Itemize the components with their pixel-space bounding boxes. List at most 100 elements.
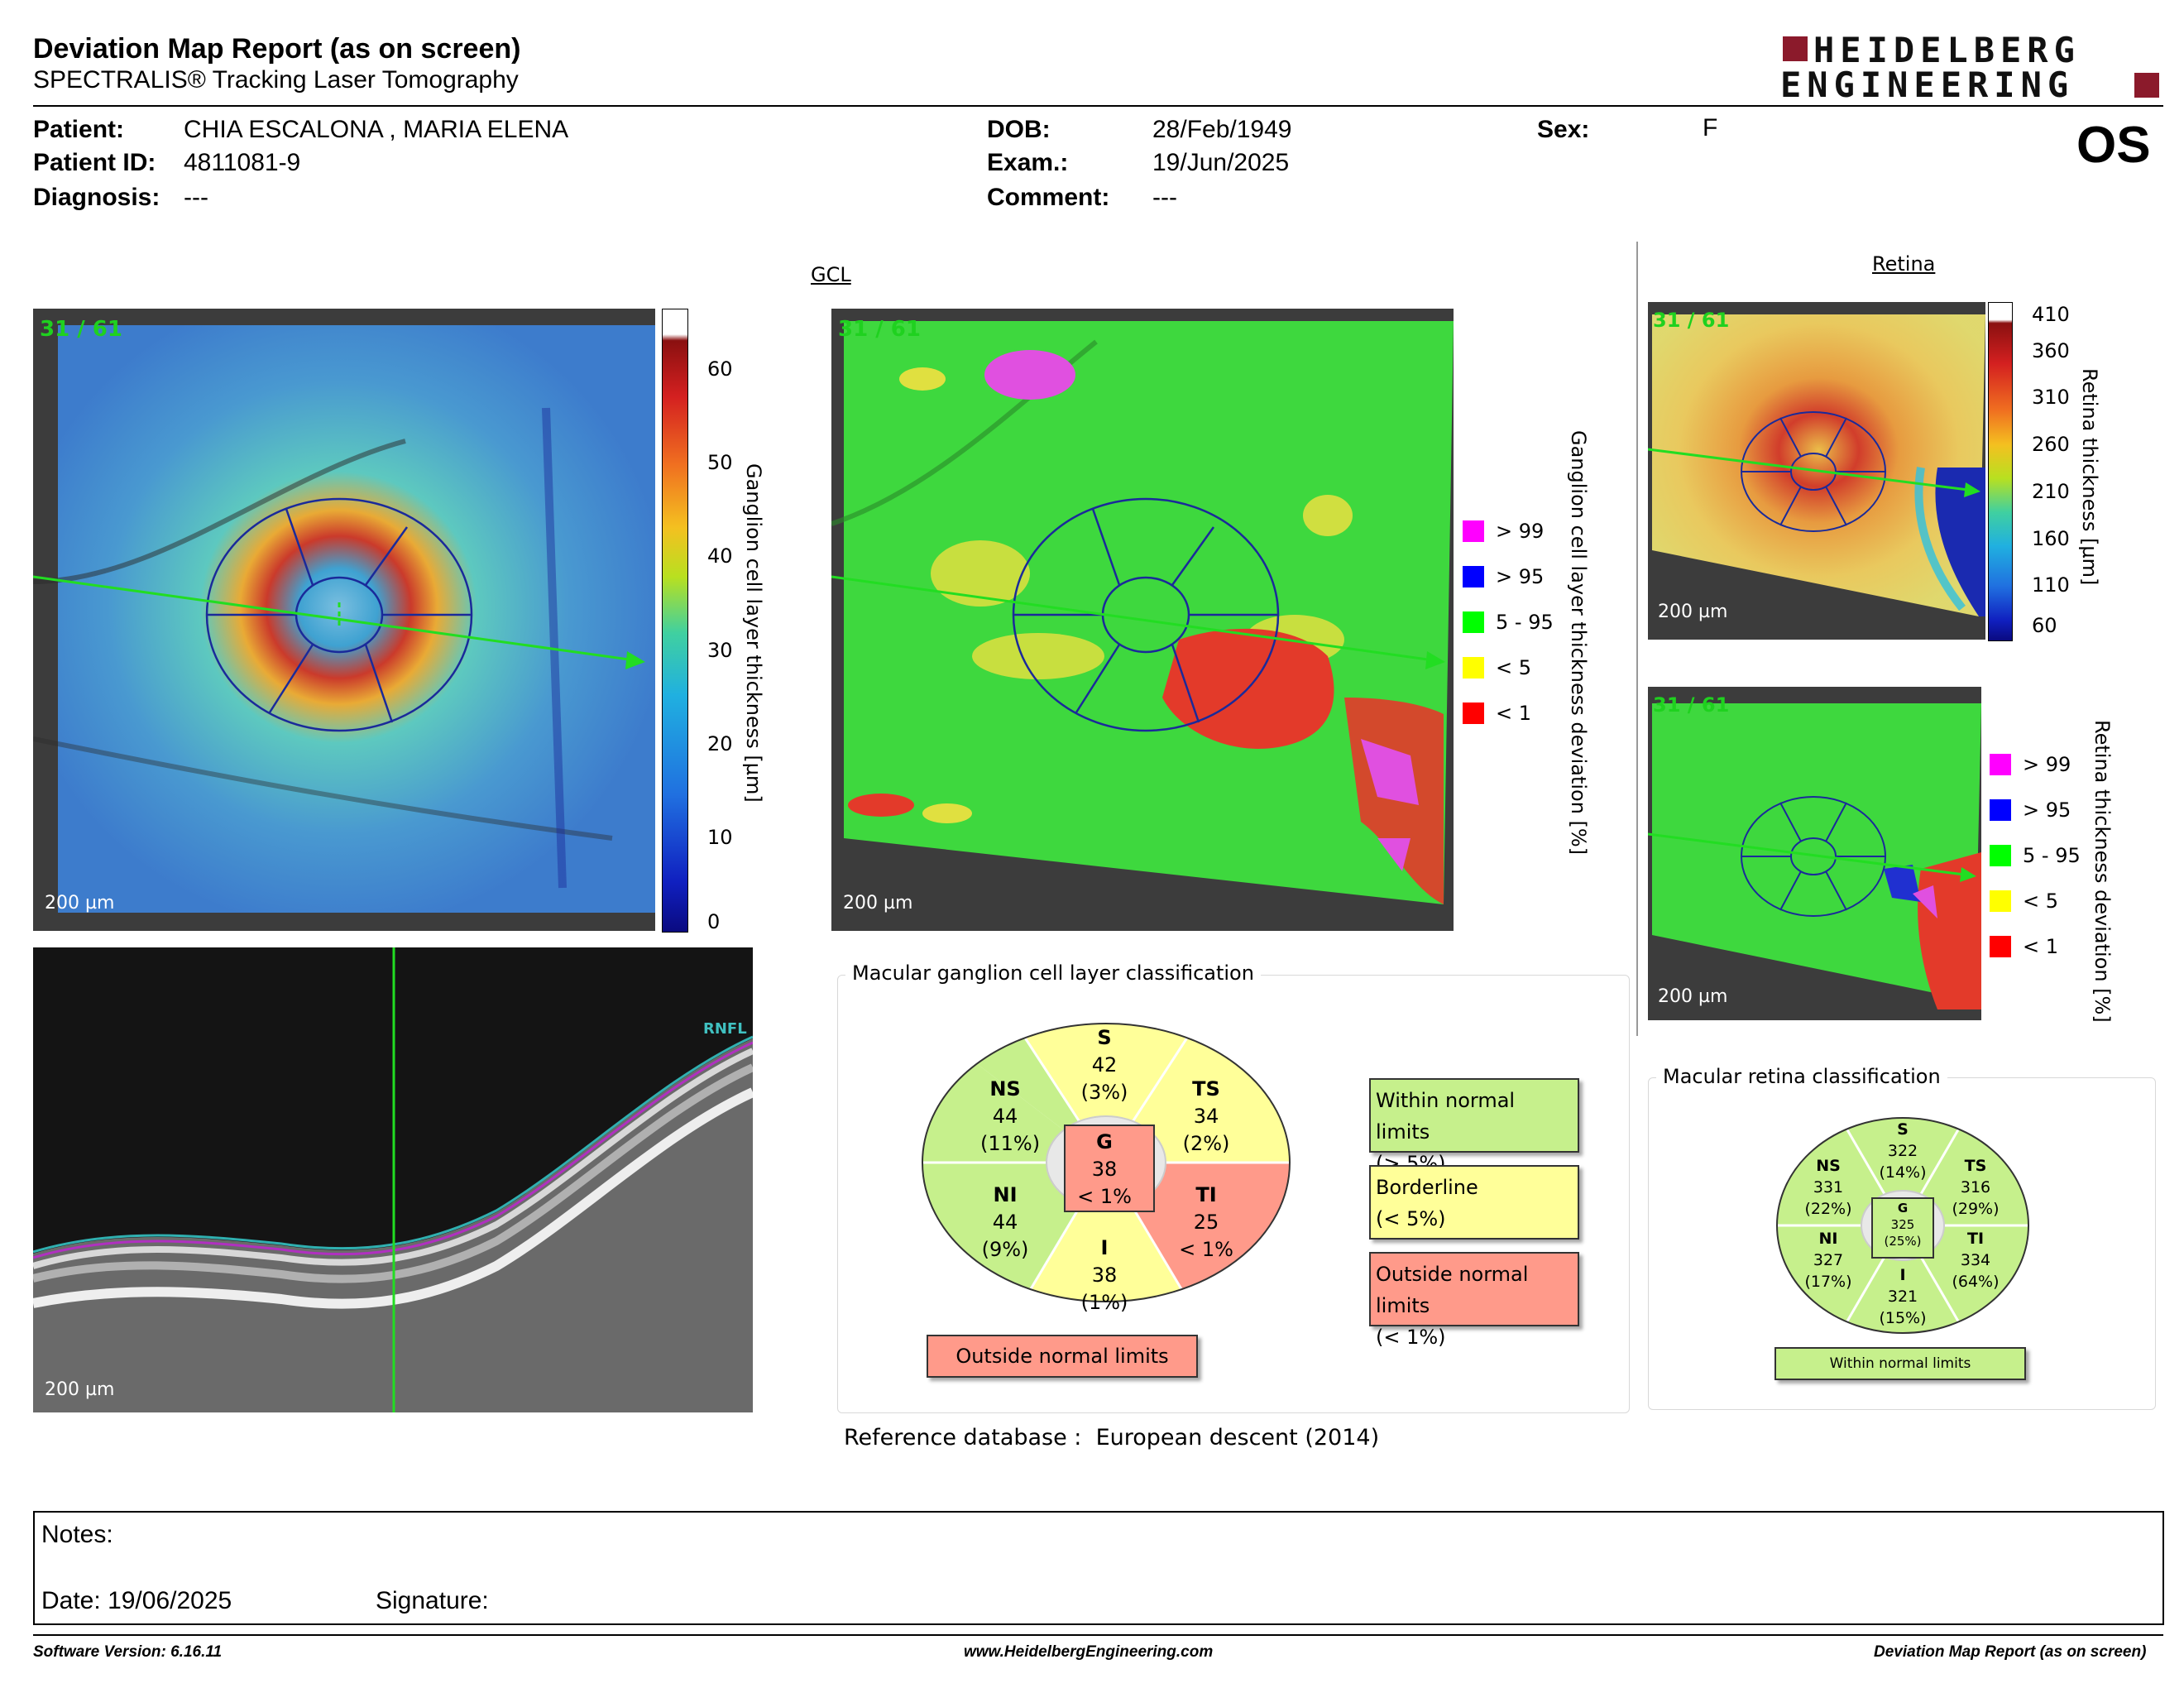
retina-dev-legend-5: < 5	[1990, 890, 2058, 913]
sex-label: Sex:	[1537, 116, 1590, 143]
header-divider	[33, 105, 2163, 107]
legend-swatch-green	[1463, 611, 1484, 633]
gcl-legend-outside: Outside normal limits (< 1%)	[1369, 1252, 1579, 1349]
bscan-scale: 200 µm	[45, 1379, 115, 1400]
legend-swatch-red	[1463, 703, 1484, 724]
legend-swatch-yellow	[1990, 890, 2011, 912]
report-subtitle: SPECTRALIS® Tracking Laser Tomography	[33, 66, 519, 94]
retina-map-frame-tag: 31 / 61	[1653, 309, 1730, 332]
legend-swatch-magenta	[1463, 520, 1484, 542]
footer-divider	[33, 1634, 2163, 1636]
dob-label: DOB:	[987, 116, 1051, 143]
software-version: Software Version: 6.16.11	[33, 1643, 223, 1661]
gcl-sector-ts: TS 34 (2%)	[1182, 1077, 1230, 1155]
retina-sector-s: S 322 (14%)	[1879, 1120, 1927, 1182]
eye-label: OS	[2076, 117, 2151, 174]
legend-swatch-yellow	[1463, 657, 1484, 679]
gcl-legend-normal: Within normal limits (> 5%)	[1369, 1078, 1579, 1175]
gcl-tick-40: 40	[707, 544, 733, 568]
gcl-tick-10: 10	[707, 826, 733, 849]
section-divider	[1636, 242, 1638, 1036]
retina-dev-legend-95: > 95	[1990, 798, 2071, 822]
gcl-thickness-axis-label: Ganglion cell layer thickness [µm]	[742, 463, 765, 803]
website: www.HeidelbergEngineering.com	[964, 1643, 1214, 1661]
gcl-deviation-map-svg	[831, 309, 1454, 931]
patient-label: Patient:	[33, 116, 125, 143]
retina-tick-410: 410	[2032, 303, 2070, 326]
gcl-map-scale: 200 µm	[45, 893, 115, 914]
retina-sector-chart	[1776, 1117, 2029, 1334]
retina-dev-map-scale: 200 µm	[1658, 986, 1728, 1007]
gcl-dev-legend-5: < 5	[1463, 656, 1531, 679]
retina-tick-260: 260	[2032, 433, 2070, 456]
retina-dev-map-frame-tag: 31 / 61	[1653, 693, 1730, 717]
retina-sector-ts: TS 316 (29%)	[1952, 1157, 2000, 1218]
gcl-tick-50: 50	[707, 451, 733, 474]
footer-report-name: Deviation Map Report (as on screen)	[1874, 1643, 2147, 1661]
patient-id-label: Patient ID:	[33, 149, 156, 176]
logo-square-bottom	[2134, 73, 2159, 98]
patient-id: 4811081-9	[184, 149, 301, 176]
gcl-sector-ni: NI 44 (9%)	[981, 1183, 1029, 1261]
patient-name: CHIA ESCALONA , MARIA ELENA	[184, 116, 569, 143]
gcl-thickness-map-svg	[33, 309, 655, 931]
gcl-dev-legend-1: < 1	[1463, 702, 1531, 725]
gcl-overall-classification: Outside normal limits	[927, 1335, 1198, 1378]
retina-sector-ti: TI 334 (64%)	[1952, 1230, 2000, 1291]
gcl-deviation-map: 31 / 61 200 µm	[831, 309, 1454, 931]
gcl-map-frame-tag: 31 / 61	[40, 317, 122, 342]
retina-thickness-map-svg	[1648, 302, 1985, 640]
diagnosis-label: Diagnosis:	[33, 184, 160, 211]
comment-label: Comment:	[987, 184, 1110, 211]
retina-overall-classification: Within normal limits	[1774, 1347, 2026, 1380]
retina-dev-legend-1: < 1	[1990, 935, 2058, 958]
date-line: Date: 19/06/2025	[41, 1587, 232, 1614]
notes-box: Notes: Date: 19/06/2025 Signature:	[33, 1511, 2164, 1625]
retina-deviation-axis-label: Retina thickness deviation [%]	[2091, 720, 2114, 1023]
gcl-dev-legend-5-95: 5 - 95	[1463, 611, 1554, 634]
legend-swatch-green	[1990, 845, 2011, 866]
gcl-thickness-colorbar	[662, 309, 688, 933]
gcl-sector-s: S 42 (3%)	[1080, 1026, 1128, 1104]
gcl-sector-g: G 38 < 1%	[1077, 1130, 1132, 1208]
diagnosis-value: ---	[184, 184, 208, 211]
retina-deviation-map: 31 / 61 200 µm	[1648, 687, 1981, 1020]
gcl-dev-legend-95: > 95	[1463, 565, 1544, 588]
gcl-dev-map-scale: 200 µm	[843, 893, 913, 914]
retina-tick-110: 110	[2032, 573, 2070, 597]
legend-swatch-magenta	[1990, 754, 2011, 775]
retina-tick-210: 210	[2032, 480, 2070, 503]
gcl-tick-60: 60	[707, 357, 733, 381]
heidelberg-logo: HEIDELBERG ENGINEERING	[1779, 30, 2167, 105]
exam-value: 19/Jun/2025	[1152, 149, 1290, 176]
retina-dev-legend-5-95: 5 - 95	[1990, 844, 2081, 867]
retina-map-scale: 200 µm	[1658, 602, 1728, 622]
gcl-sector-ns: NS 44 (11%)	[980, 1077, 1041, 1155]
logo-line-2: ENGINEERING	[1780, 65, 2075, 105]
retina-sector-ns: NS 331 (22%)	[1804, 1157, 1852, 1218]
retina-thickness-map: 31 / 61 200 µm	[1648, 302, 1985, 640]
gcl-tick-30: 30	[707, 639, 733, 662]
exam-label: Exam.:	[987, 149, 1069, 176]
logo-square-top	[1783, 36, 1808, 61]
legend-swatch-blue	[1990, 799, 2011, 821]
gcl-legend-borderline: Borderline (< 5%)	[1369, 1165, 1579, 1240]
gcl-sector-i: I 38 (1%)	[1080, 1236, 1128, 1314]
dob-value: 28/Feb/1949	[1152, 116, 1292, 143]
reference-database: Reference database : European descent (2…	[844, 1425, 1380, 1451]
report-title: Deviation Map Report (as on screen)	[33, 33, 521, 65]
sex-value: F	[1703, 114, 1718, 141]
comment-value: ---	[1152, 184, 1177, 211]
gcl-classification-title: Macular ganglion cell layer classificati…	[845, 961, 1261, 985]
retina-sector-i: I 321 (15%)	[1879, 1266, 1927, 1327]
bscan-image: RNFL 200 µm	[33, 947, 753, 1412]
legend-swatch-red	[1990, 936, 2011, 957]
gcl-tick-20: 20	[707, 732, 733, 755]
retina-dev-legend-99: > 99	[1990, 753, 2071, 776]
gcl-deviation-axis-label: Ganglion cell layer thickness deviation …	[1567, 430, 1590, 856]
retina-sector-ni: NI 327 (17%)	[1804, 1230, 1852, 1291]
gcl-thickness-map: 31 / 61 200 µm	[33, 309, 655, 931]
retina-tick-160: 160	[2032, 527, 2070, 550]
retina-tick-360: 360	[2032, 339, 2070, 362]
retina-thickness-colorbar	[1988, 302, 2013, 641]
